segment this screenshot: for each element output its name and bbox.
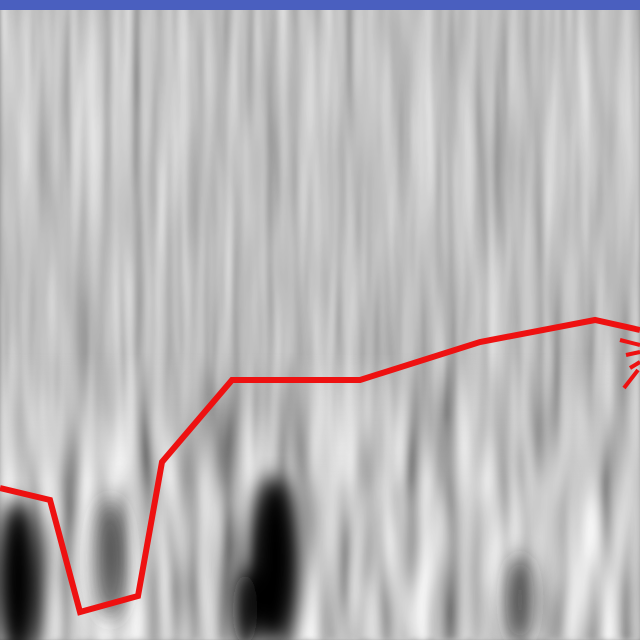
top-bar [0,0,640,10]
red-hooks [619,338,640,390]
dark-regions [0,475,534,640]
red-trace [0,316,640,616]
